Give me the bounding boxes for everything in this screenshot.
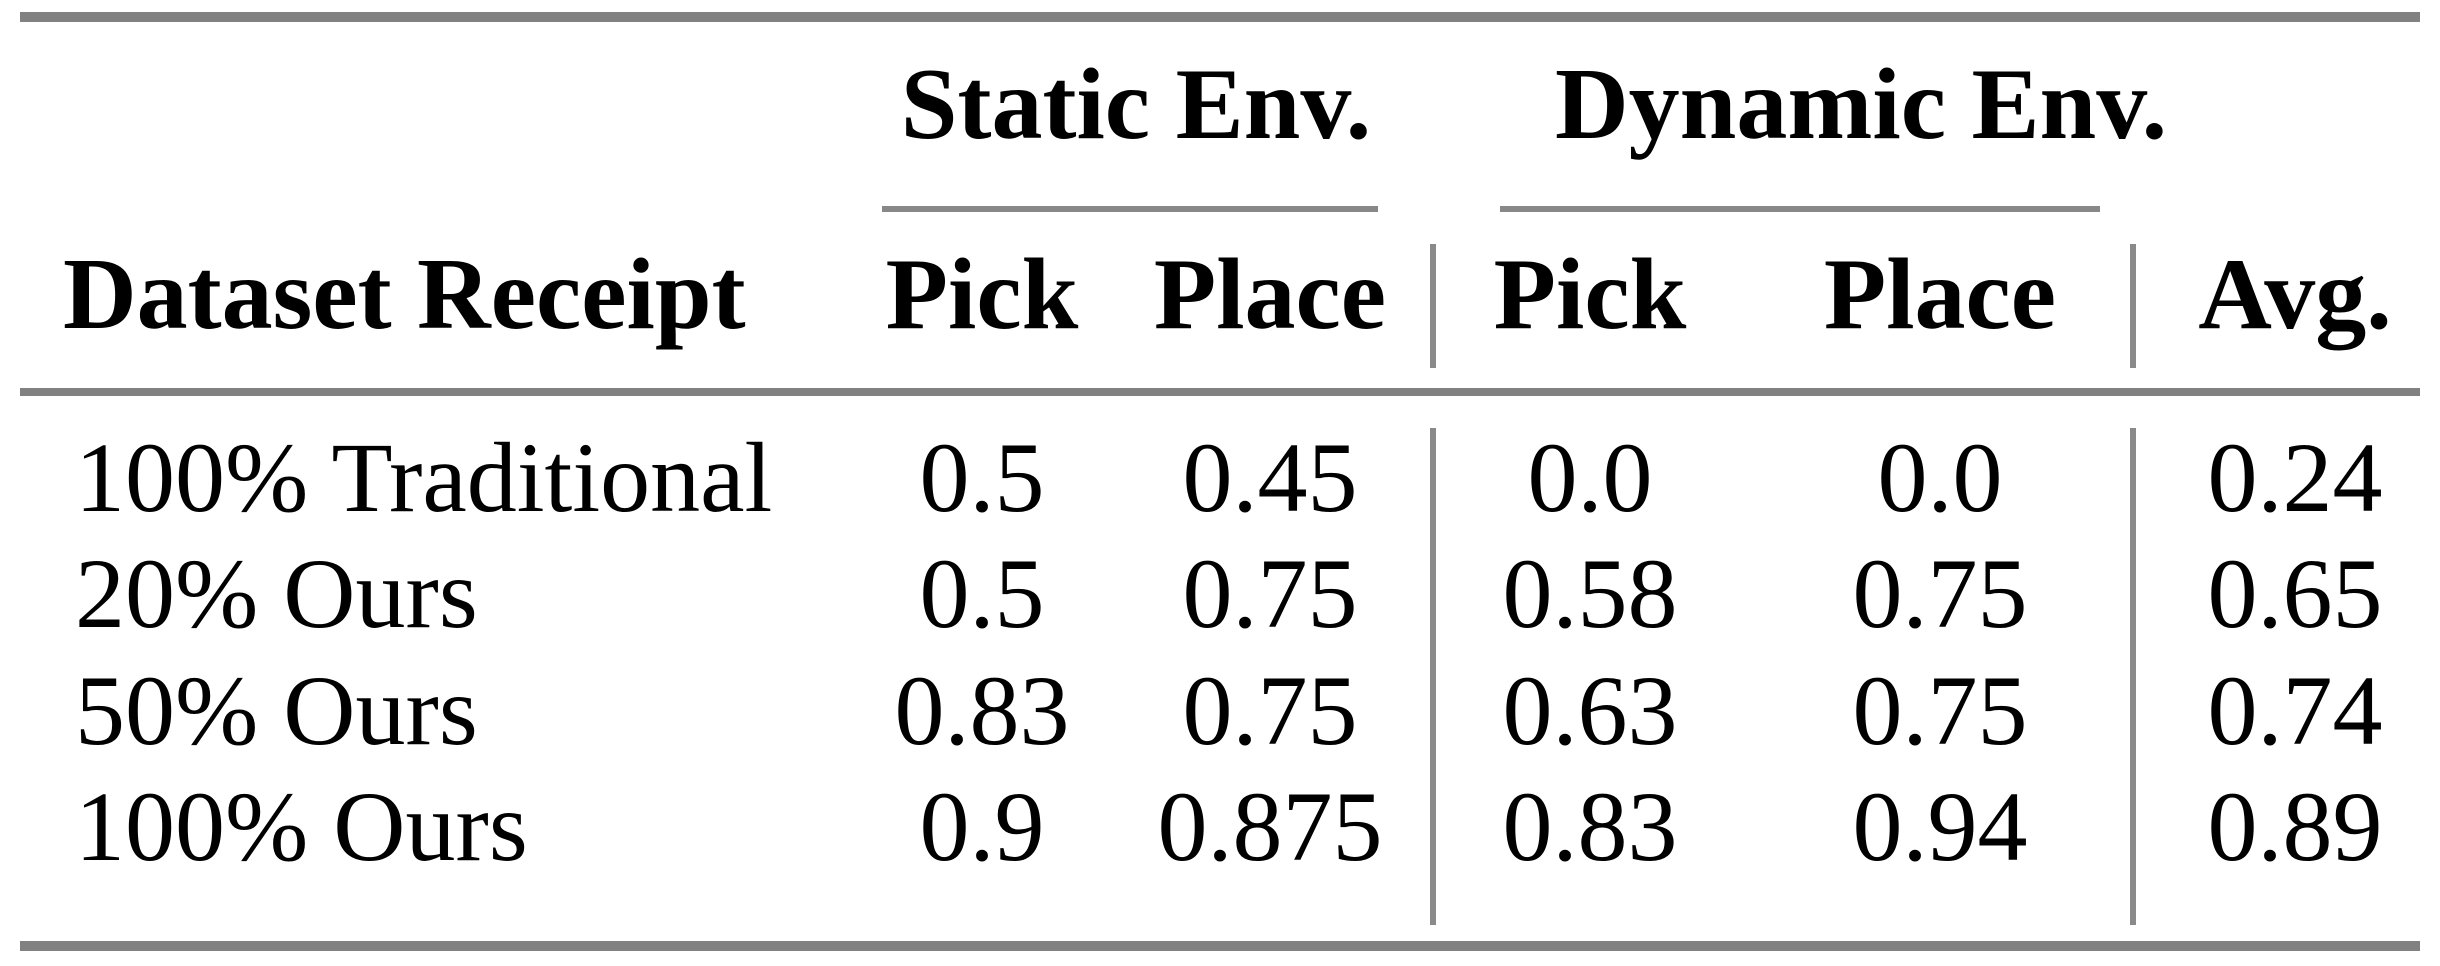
top-rule: [20, 12, 2420, 22]
bottom-rule: [20, 941, 2420, 951]
group-header-dynamic-env: Dynamic Env.: [1555, 48, 2168, 161]
cell-static-place: 0.75: [1182, 538, 1358, 649]
column-header-static-pick: Pick: [885, 238, 1079, 351]
column-header-static-place: Place: [1153, 238, 1387, 351]
cell-static-pick: 0.83: [894, 655, 1070, 766]
vertical-separator-1-body: [1430, 428, 1436, 925]
column-header-row: Dataset Receipt Pick Place Pick Place Av…: [0, 240, 2440, 350]
cell-static-place: 0.45: [1182, 422, 1358, 533]
cell-dynamic-pick: 0.63: [1502, 655, 1678, 766]
table-row: 100% Traditional 0.5 0.45 0.0 0.0 0.24: [0, 423, 2440, 533]
mid-rule: [20, 388, 2420, 396]
column-header-dynamic-place: Place: [1823, 238, 2057, 351]
cell-static-pick: 0.5: [919, 422, 1045, 533]
cell-avg: 0.24: [2207, 422, 2383, 533]
table-row: 50% Ours 0.83 0.75 0.63 0.75 0.74: [0, 656, 2440, 766]
cell-dynamic-place: 0.75: [1852, 655, 2028, 766]
column-header-avg: Avg.: [2198, 238, 2392, 351]
cell-dynamic-place: 0.0: [1877, 422, 2003, 533]
row-label: 20% Ours: [75, 538, 478, 649]
group-header-static-env: Static Env.: [900, 48, 1372, 161]
row-label: 50% Ours: [75, 655, 478, 766]
cell-static-pick: 0.9: [919, 771, 1045, 882]
table-row: 100% Ours 0.9 0.875 0.83 0.94 0.89: [0, 772, 2440, 882]
dynamic-env-cmidrule: [1500, 206, 2100, 212]
cell-dynamic-pick: 0.83: [1502, 771, 1678, 882]
vertical-separator-1-header: [1430, 244, 1436, 368]
cell-static-place: 0.75: [1182, 655, 1358, 766]
cell-dynamic-place: 0.75: [1852, 538, 2028, 649]
cell-dynamic-place: 0.94: [1852, 771, 2028, 882]
cell-avg: 0.65: [2207, 538, 2383, 649]
cell-avg: 0.74: [2207, 655, 2383, 766]
table-row: 20% Ours 0.5 0.75 0.58 0.75 0.65: [0, 539, 2440, 649]
vertical-separator-2-header: [2130, 244, 2136, 368]
group-header-row: Static Env. Dynamic Env.: [0, 50, 2440, 160]
cell-static-pick: 0.5: [919, 538, 1045, 649]
column-header-dataset-receipt: Dataset Receipt: [63, 238, 746, 351]
cell-avg: 0.89: [2207, 771, 2383, 882]
static-env-cmidrule: [882, 206, 1378, 212]
cell-static-place: 0.875: [1157, 771, 1383, 882]
vertical-separator-2-body: [2130, 428, 2136, 925]
row-label: 100% Ours: [75, 771, 528, 882]
row-label: 100% Traditional: [75, 422, 773, 533]
cell-dynamic-pick: 0.0: [1527, 422, 1653, 533]
cell-dynamic-pick: 0.58: [1502, 538, 1678, 649]
column-header-dynamic-pick: Pick: [1493, 238, 1687, 351]
